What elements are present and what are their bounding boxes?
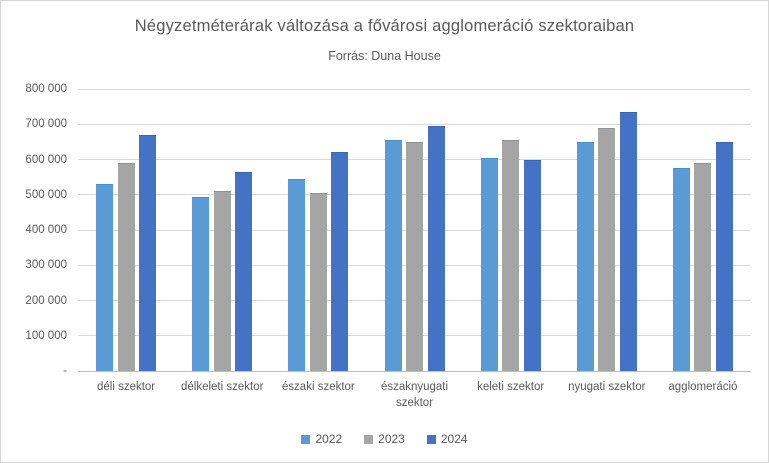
plot-area bbox=[78, 88, 751, 372]
x-category-label: déli szektor bbox=[96, 381, 156, 393]
bar-2022-nyugati-szektor bbox=[576, 141, 594, 371]
legend-item-2022: 2022 bbox=[301, 432, 342, 446]
bar-2024-északi-szektor bbox=[331, 152, 349, 371]
bar-2024-déli-szektor bbox=[139, 134, 157, 371]
x-category-label: agglomeráció bbox=[668, 381, 738, 393]
bar-2024-keleti-szektor bbox=[523, 159, 541, 371]
x-category-label: északnyugati szektor bbox=[380, 381, 449, 409]
legend: 2022 2023 2024 bbox=[1, 432, 768, 446]
y-tick-label: 600 000 bbox=[25, 153, 67, 166]
chart-subtitle: Forrás: Duna House bbox=[328, 49, 441, 63]
legend-swatch-icon bbox=[301, 434, 311, 444]
legend-label: 2024 bbox=[440, 432, 468, 446]
bar-2022-délkeleti-szektor bbox=[192, 196, 210, 371]
bar-2023-keleti-szektor bbox=[502, 140, 520, 371]
legend-item-2023: 2023 bbox=[364, 432, 405, 446]
gridline bbox=[78, 88, 751, 90]
bar-2023-nyugati-szektor bbox=[598, 127, 616, 371]
gridline bbox=[78, 123, 751, 125]
bar-2022-északnyugati-szektor bbox=[384, 140, 402, 371]
x-category-label: nyugati szektor bbox=[568, 381, 646, 393]
y-tick-label: - bbox=[63, 365, 67, 377]
bar-2024-agglomeráció bbox=[715, 141, 733, 371]
bar-2022-déli-szektor bbox=[96, 184, 114, 371]
y-tick-label: 100 000 bbox=[25, 329, 67, 342]
bar-2023-déli-szektor bbox=[117, 163, 135, 371]
bar-2023-északnyugati-szektor bbox=[406, 141, 423, 371]
legend-swatch-icon bbox=[364, 434, 374, 444]
y-tick-label: 300 000 bbox=[25, 259, 67, 272]
y-tick-label: 200 000 bbox=[25, 294, 67, 307]
x-category-label: északi szektor bbox=[281, 381, 355, 393]
bar-2024-északnyugati-szektor bbox=[427, 126, 445, 371]
y-tick-label: 700 000 bbox=[25, 118, 67, 131]
y-tick-label: 400 000 bbox=[25, 224, 67, 236]
bar-2023-északi-szektor bbox=[309, 193, 327, 371]
y-tick-label: 500 000 bbox=[25, 188, 67, 201]
chart-title: Négyzetméterárak változása a fővárosi ag… bbox=[134, 17, 635, 35]
legend-swatch-icon bbox=[426, 434, 436, 444]
x-category-label: keleti szektor bbox=[477, 381, 545, 393]
bar-2023-délkeleti-szektor bbox=[213, 191, 231, 371]
y-tick-label: 800 000 bbox=[25, 83, 67, 95]
legend-label: 2023 bbox=[378, 432, 405, 446]
x-axis-line bbox=[78, 371, 751, 372]
legend-item-2024: 2024 bbox=[426, 432, 468, 446]
legend-label: 2022 bbox=[315, 432, 343, 446]
bar-2022-északi-szektor bbox=[288, 178, 306, 371]
bar-2022-keleti-szektor bbox=[480, 157, 498, 371]
bar-2024-nyugati-szektor bbox=[619, 111, 637, 371]
bar-2022-agglomeráció bbox=[672, 168, 690, 371]
x-category-label: délkeleti szektor bbox=[180, 381, 264, 393]
bar-2023-agglomeráció bbox=[694, 163, 712, 371]
bar-2024-délkeleti-szektor bbox=[235, 171, 253, 371]
